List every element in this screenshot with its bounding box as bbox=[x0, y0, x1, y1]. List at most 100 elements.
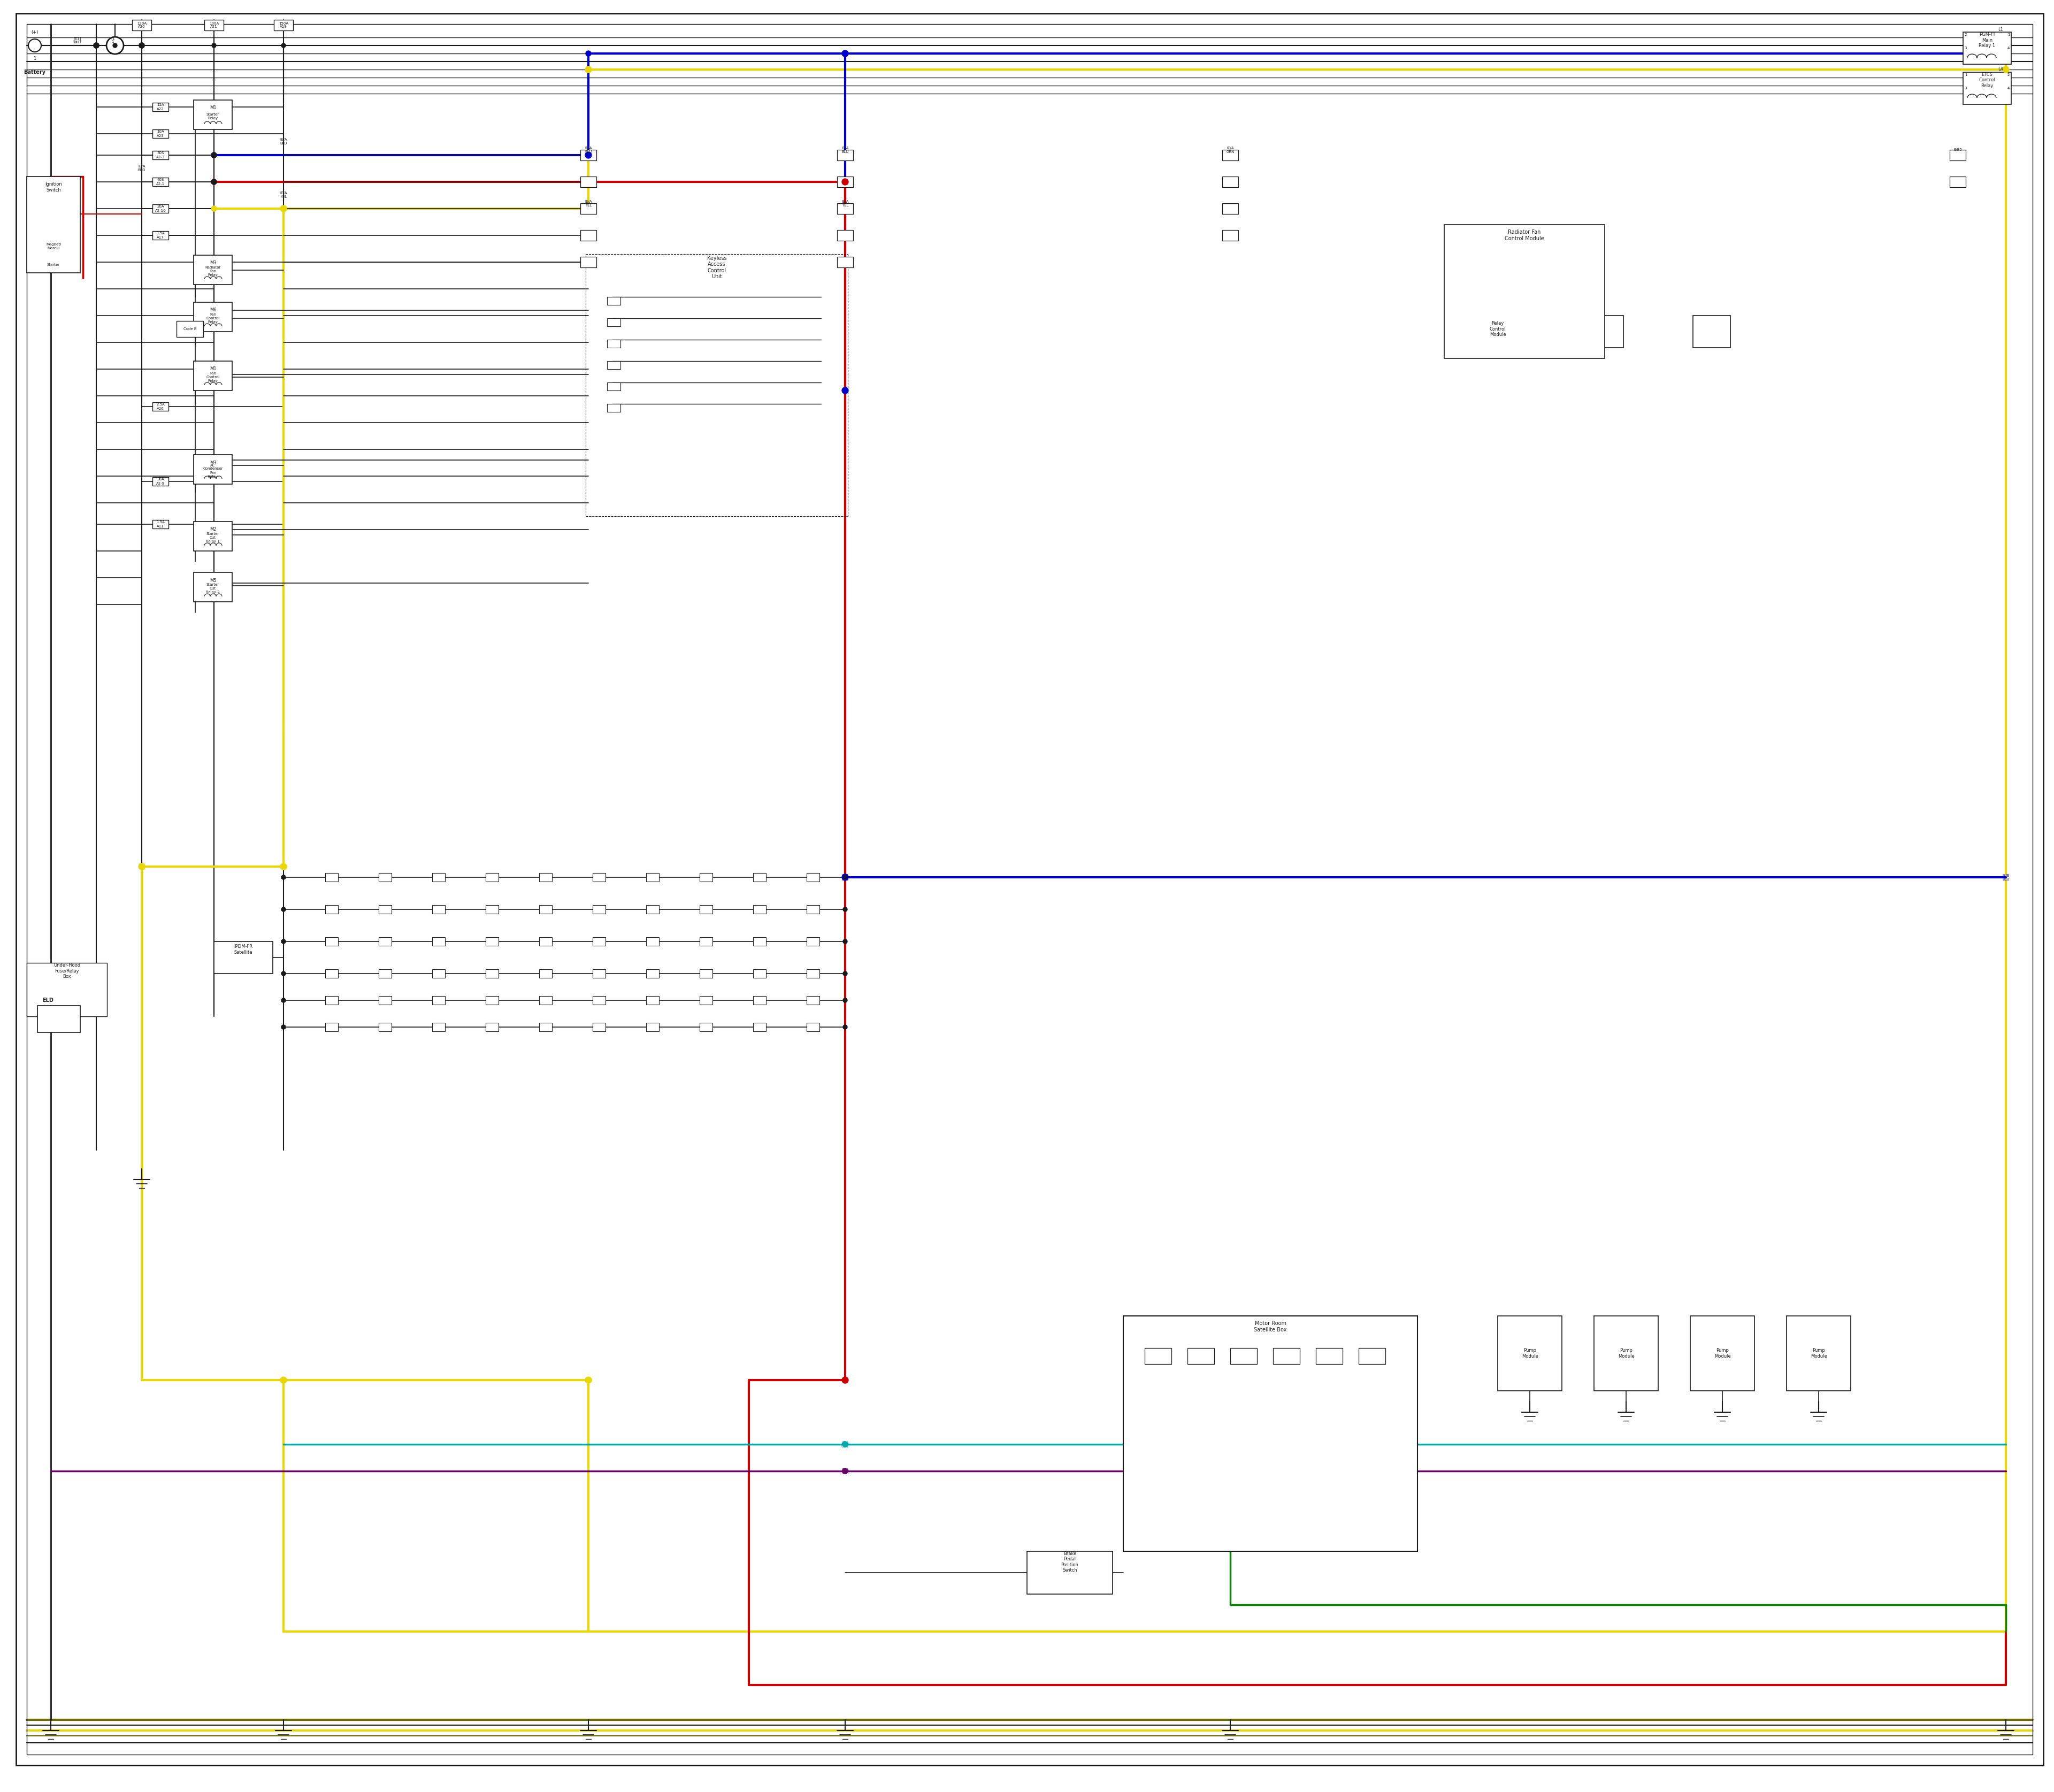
Circle shape bbox=[212, 43, 216, 48]
Bar bbox=[807, 969, 820, 978]
Text: Fan
Control
Relay: Fan Control Relay bbox=[205, 314, 220, 324]
Text: Pump
Module: Pump Module bbox=[1522, 1348, 1538, 1358]
Bar bbox=[1222, 151, 1239, 161]
Circle shape bbox=[140, 864, 144, 869]
Circle shape bbox=[842, 907, 846, 912]
Bar bbox=[700, 1023, 713, 1032]
Circle shape bbox=[212, 206, 216, 211]
Circle shape bbox=[212, 179, 216, 185]
Bar bbox=[608, 382, 620, 391]
Text: M5: M5 bbox=[210, 579, 216, 582]
Bar bbox=[1787, 1315, 1851, 1391]
Text: Pump
Module: Pump Module bbox=[1619, 1348, 1635, 1358]
Bar bbox=[214, 941, 273, 973]
Bar bbox=[754, 937, 766, 946]
Text: 1: 1 bbox=[1964, 73, 1968, 77]
Text: 30S
A2-3: 30S A2-3 bbox=[156, 152, 164, 159]
Bar bbox=[647, 969, 659, 978]
Text: E/B5: E/B5 bbox=[1953, 149, 1962, 151]
Bar bbox=[1964, 32, 2011, 65]
Text: IE/A
PUR: IE/A PUR bbox=[842, 1468, 848, 1475]
Circle shape bbox=[842, 1468, 848, 1473]
Text: 40S
A2-1: 40S A2-1 bbox=[156, 179, 164, 185]
Text: M3: M3 bbox=[210, 461, 216, 466]
Bar bbox=[177, 321, 203, 337]
Bar bbox=[193, 521, 232, 550]
Bar bbox=[1692, 315, 1729, 348]
Circle shape bbox=[212, 152, 216, 158]
Bar bbox=[581, 229, 596, 240]
Bar bbox=[485, 905, 499, 914]
Text: Brake
Pedal
Position
Switch: Brake Pedal Position Switch bbox=[1062, 1552, 1078, 1573]
Bar bbox=[838, 229, 852, 240]
Bar bbox=[273, 20, 294, 30]
Bar bbox=[608, 403, 620, 412]
Text: IE/B
BLU: IE/B BLU bbox=[2003, 874, 2009, 880]
Bar bbox=[594, 1023, 606, 1032]
Text: IPDM-FR
Satellite: IPDM-FR Satellite bbox=[234, 944, 253, 955]
Text: Battery: Battery bbox=[25, 70, 45, 75]
Circle shape bbox=[140, 43, 144, 48]
Bar bbox=[325, 1023, 339, 1032]
Bar bbox=[838, 256, 852, 267]
Text: 150A
A19: 150A A19 bbox=[279, 22, 288, 29]
Text: 30A
A2-9: 30A A2-9 bbox=[156, 478, 164, 486]
Bar bbox=[203, 20, 224, 30]
Bar bbox=[594, 905, 606, 914]
Bar bbox=[152, 520, 168, 529]
Bar bbox=[325, 905, 339, 914]
Bar bbox=[647, 1023, 659, 1032]
Bar bbox=[325, 996, 339, 1005]
Bar bbox=[700, 969, 713, 978]
Bar bbox=[538, 937, 553, 946]
Text: M6: M6 bbox=[210, 308, 216, 312]
Bar bbox=[378, 1023, 392, 1032]
Text: 100A
A21: 100A A21 bbox=[210, 22, 220, 29]
Bar bbox=[594, 873, 606, 882]
Bar bbox=[193, 455, 232, 484]
Text: 120A
A20: 120A A20 bbox=[138, 22, 146, 29]
Bar bbox=[700, 937, 713, 946]
Circle shape bbox=[585, 66, 592, 72]
Text: 1: 1 bbox=[33, 56, 37, 61]
Text: IE/A
GRN: IE/A GRN bbox=[1226, 147, 1234, 154]
Text: Starter
Cut
Relay 2: Starter Cut Relay 2 bbox=[205, 582, 220, 593]
Bar bbox=[1222, 177, 1239, 186]
Bar bbox=[152, 204, 168, 213]
Circle shape bbox=[585, 66, 592, 73]
Circle shape bbox=[842, 387, 848, 392]
Text: ETCS
Control
Relay: ETCS Control Relay bbox=[1978, 72, 1994, 88]
Text: 4: 4 bbox=[2007, 86, 2009, 90]
Circle shape bbox=[842, 939, 846, 944]
Bar bbox=[754, 969, 766, 978]
Circle shape bbox=[842, 998, 846, 1002]
Bar bbox=[807, 937, 820, 946]
Text: 3: 3 bbox=[1964, 47, 1968, 50]
Circle shape bbox=[2003, 66, 2009, 73]
Bar bbox=[581, 151, 596, 161]
Text: Starter
Relay: Starter Relay bbox=[207, 113, 220, 120]
Bar bbox=[1317, 1348, 1343, 1364]
Bar bbox=[152, 102, 168, 111]
Bar bbox=[1964, 72, 2011, 104]
Circle shape bbox=[94, 43, 99, 48]
Circle shape bbox=[281, 874, 286, 880]
Circle shape bbox=[113, 43, 117, 48]
Text: Relay
Control
Module: Relay Control Module bbox=[1489, 321, 1506, 337]
Circle shape bbox=[842, 1441, 848, 1446]
Circle shape bbox=[842, 50, 848, 56]
Bar bbox=[485, 937, 499, 946]
Text: Starter: Starter bbox=[47, 263, 60, 267]
Circle shape bbox=[842, 1376, 848, 1383]
Bar bbox=[152, 401, 168, 410]
Bar bbox=[807, 1023, 820, 1032]
Bar bbox=[647, 905, 659, 914]
Text: Radiator
Fan
Relay: Radiator Fan Relay bbox=[205, 265, 220, 276]
Text: IE/A
YEL: IE/A YEL bbox=[585, 199, 592, 206]
Bar bbox=[378, 937, 392, 946]
Circle shape bbox=[29, 39, 41, 52]
Bar bbox=[538, 905, 553, 914]
Bar bbox=[754, 996, 766, 1005]
Circle shape bbox=[585, 152, 592, 158]
Bar bbox=[754, 1023, 766, 1032]
